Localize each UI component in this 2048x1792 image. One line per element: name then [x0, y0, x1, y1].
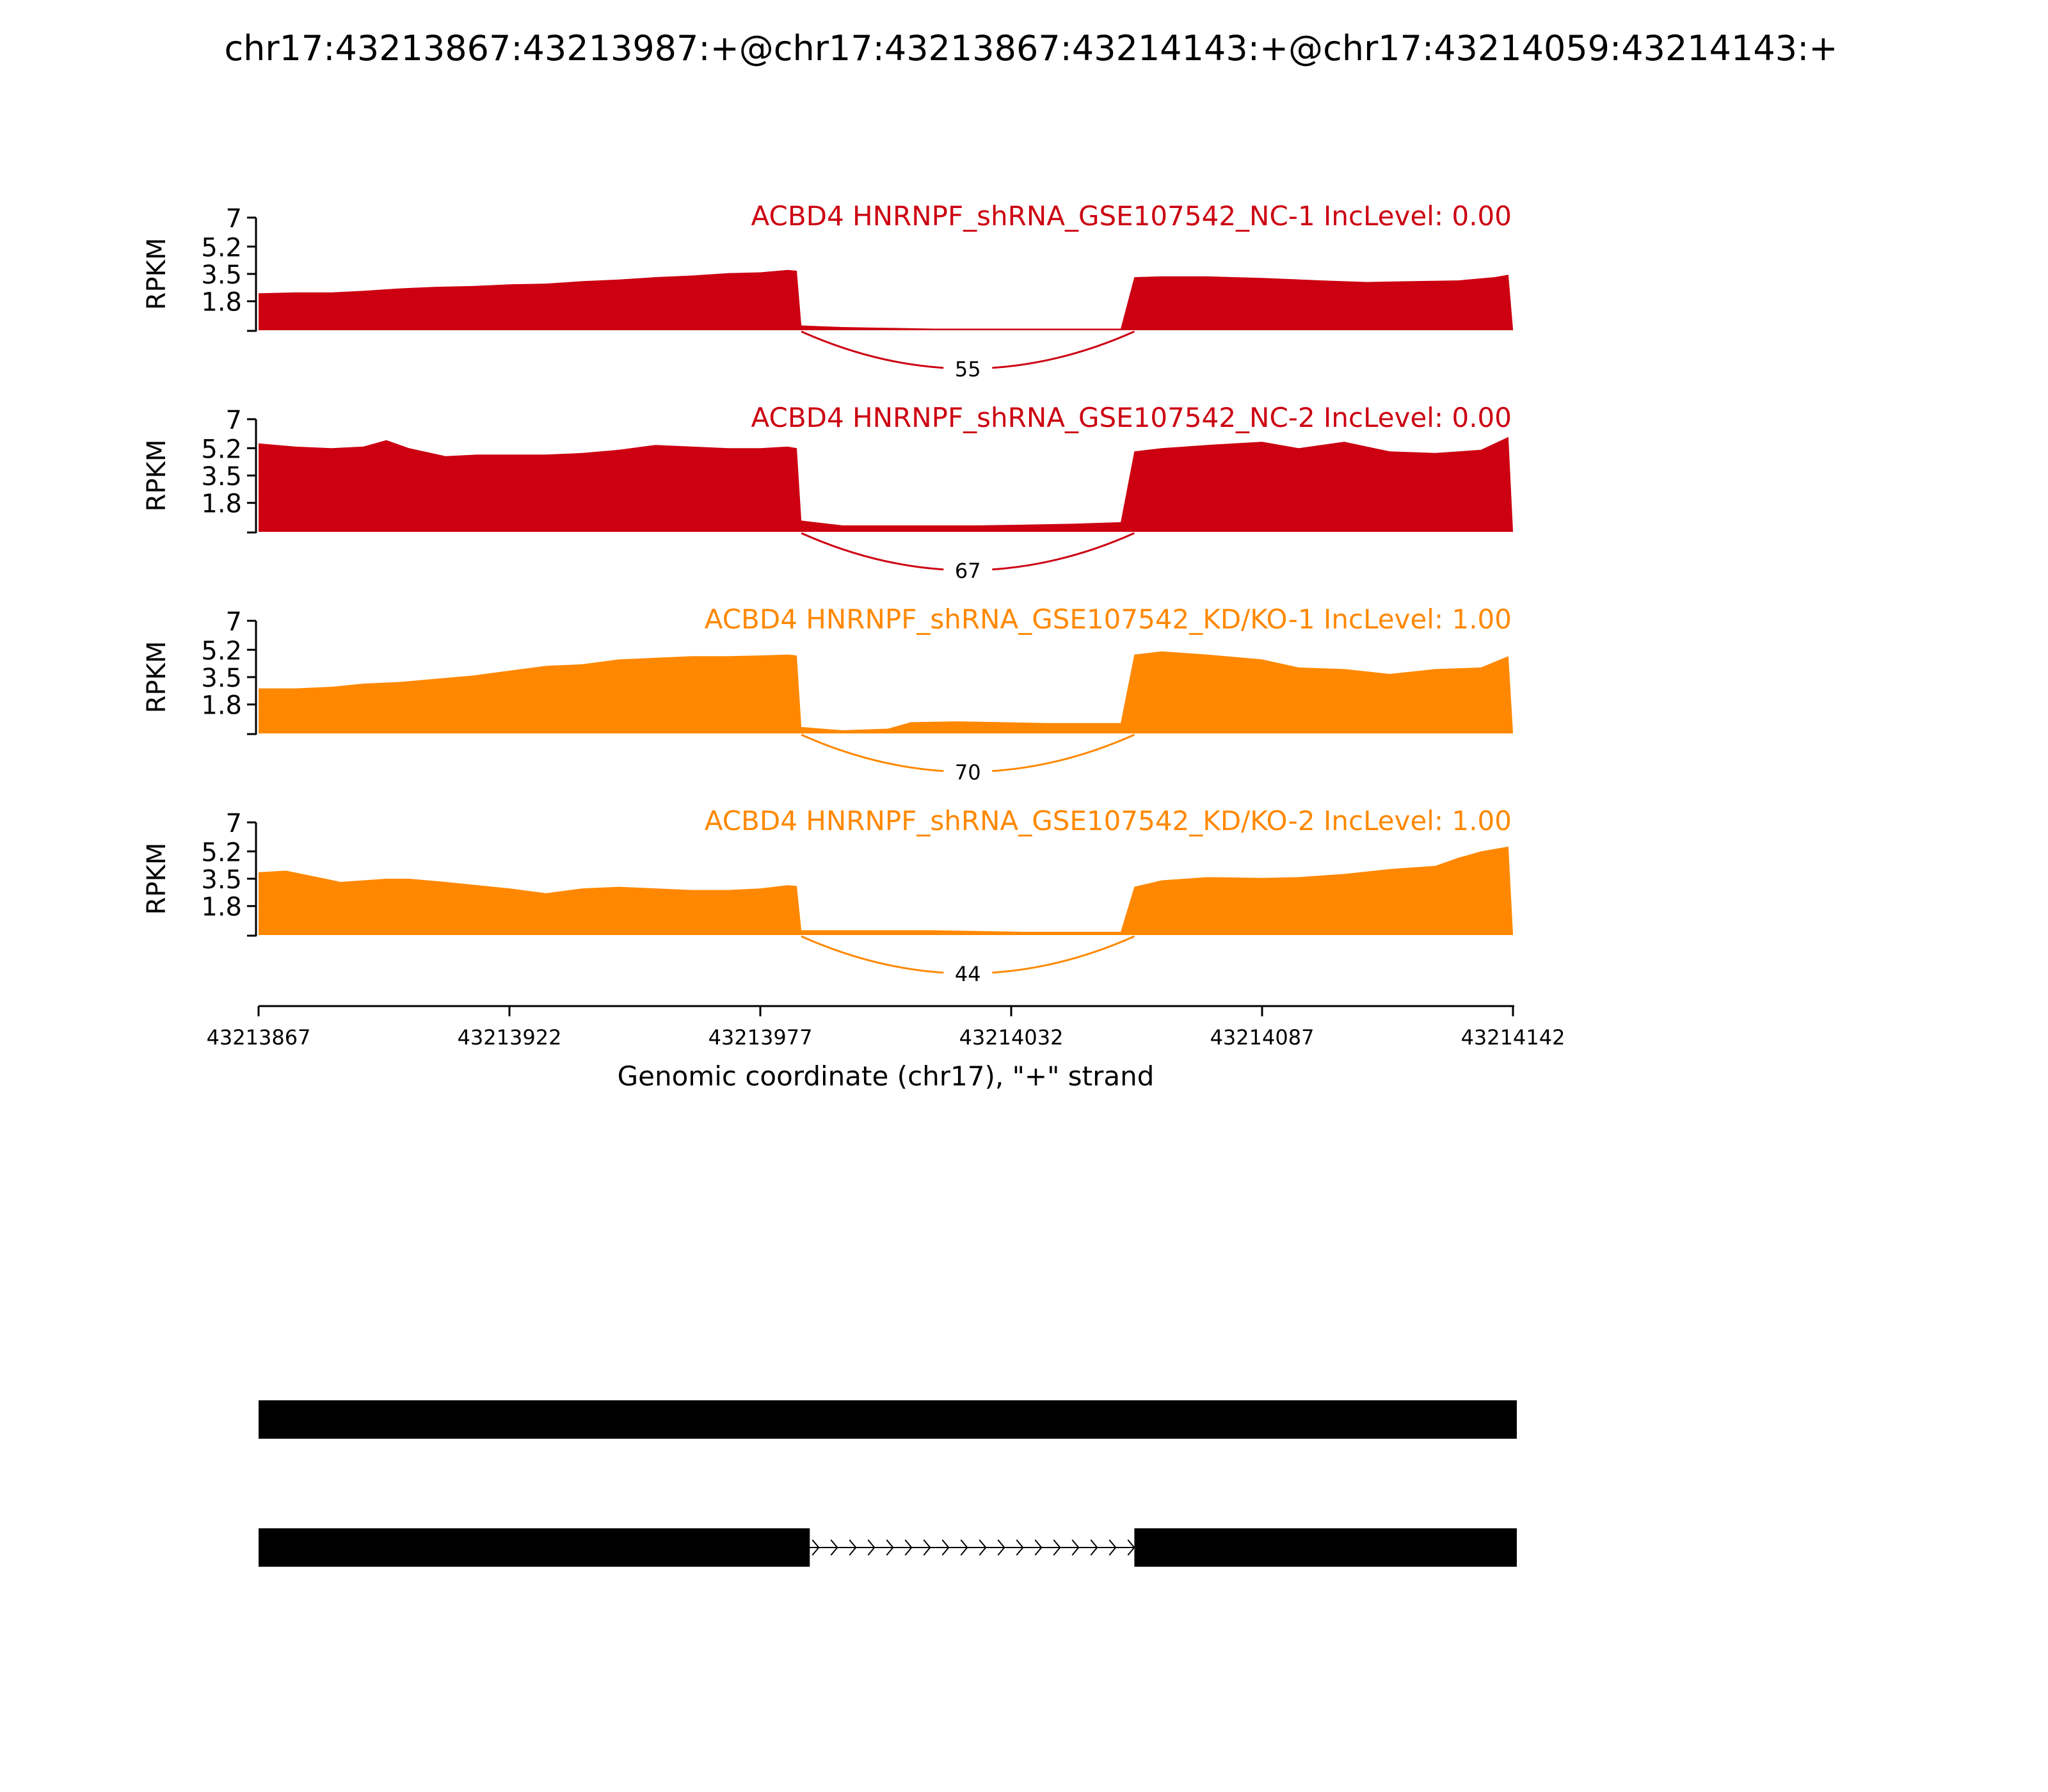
- y-tick-label: 5.2: [201, 435, 242, 464]
- strand-arrow: [1016, 1539, 1024, 1556]
- genomic-x-axis: 43213867 43213922 43213977 43214032 43214087…: [207, 1005, 1565, 1092]
- strand-arrow: [979, 1539, 987, 1556]
- sample-label: ACBD4 HNRNPF_shRNA_GSE107542_NC-2 IncLev…: [751, 402, 1512, 433]
- y-tick-label: 1.8: [201, 288, 242, 317]
- exon-block: [1134, 1528, 1517, 1567]
- x-axis-label: Genomic coordinate (chr17), "+" strand: [618, 1060, 1155, 1092]
- isoform-model: [259, 1400, 1517, 1439]
- coverage-track: 1.83.55.27 RPKM ACBD4 HNRNPF_shRNA_GSE1075…: [142, 200, 1513, 381]
- y-tick-label: 5.2: [201, 636, 242, 666]
- strand-arrow: [812, 1539, 820, 1556]
- coverage-track: 1.83.55.27 RPKM ACBD4 HNRNPF_shRNA_GSE1075…: [142, 402, 1513, 583]
- junction-label-bg: [943, 557, 993, 583]
- y-tick-label: 5.2: [201, 838, 242, 867]
- y-tick-label: 7: [226, 809, 242, 838]
- isoform-models: [259, 1400, 1517, 1567]
- y-tick-label: 7: [226, 204, 242, 234]
- junction-label-bg: [943, 961, 993, 986]
- coverage-track: 1.83.55.27 RPKM ACBD4 HNRNPF_shRNA_GSE1075…: [142, 805, 1513, 986]
- strand-arrow: [886, 1539, 894, 1556]
- exon-block: [259, 1400, 1517, 1439]
- figure-title: chr17:43213867:43213987:+@chr17:43213867…: [224, 28, 1837, 68]
- strand-arrow: [941, 1539, 950, 1556]
- strand-arrow: [904, 1539, 913, 1556]
- strand-arrow: [830, 1539, 838, 1556]
- strand-arrow: [1090, 1539, 1098, 1556]
- strand-arrow: [1108, 1539, 1117, 1556]
- y-axis-label: RPKM: [142, 238, 172, 310]
- exon-block: [259, 1528, 810, 1567]
- coverage-area: [259, 846, 1513, 935]
- strand-arrow: [1071, 1539, 1080, 1556]
- y-tick-label: 3.5: [201, 260, 242, 290]
- y-tick-label: 5.2: [201, 233, 242, 262]
- x-tick-label: 43213867: [207, 1025, 311, 1050]
- strand-arrow: [1053, 1539, 1061, 1556]
- isoform-model: [259, 1528, 1517, 1567]
- sample-label: ACBD4 HNRNPF_shRNA_GSE107542_NC-1 IncLev…: [751, 200, 1512, 232]
- y-axis-label: RPKM: [142, 641, 172, 714]
- y-tick-label: 7: [226, 406, 242, 435]
- strand-arrow: [997, 1539, 1005, 1556]
- sample-label: ACBD4 HNRNPF_shRNA_GSE107542_KD/KO-1 Inc…: [705, 604, 1512, 635]
- x-tick-label: 43213922: [458, 1025, 562, 1050]
- y-axis-label: RPKM: [142, 843, 172, 915]
- sample-label: ACBD4 HNRNPF_shRNA_GSE107542_KD/KO-2 Inc…: [705, 805, 1512, 836]
- junction-label-bg: [943, 759, 993, 785]
- y-tick-label: 1.8: [201, 893, 242, 922]
- coverage-area: [259, 269, 1513, 330]
- x-tick-label: 43213977: [708, 1025, 813, 1050]
- strand-arrow: [867, 1539, 876, 1556]
- y-tick-label: 7: [226, 607, 242, 637]
- strand-arrow: [849, 1539, 857, 1556]
- y-tick-label: 1.8: [201, 490, 242, 519]
- junction-count: 70: [955, 760, 981, 785]
- x-tick-label: 43214142: [1461, 1025, 1565, 1050]
- x-tick-label: 43214087: [1210, 1025, 1315, 1050]
- junction-count: 67: [955, 559, 981, 583]
- y-tick-label: 1.8: [201, 691, 242, 721]
- strand-arrow: [923, 1539, 931, 1556]
- y-axis-label: RPKM: [142, 440, 172, 512]
- junction-label-bg: [943, 356, 993, 381]
- strand-arrow: [1034, 1539, 1043, 1556]
- x-tick-label: 43214032: [959, 1025, 1064, 1050]
- coverage-area: [259, 436, 1513, 532]
- strand-arrow: [1127, 1539, 1135, 1556]
- junction-count: 55: [955, 357, 981, 381]
- strand-arrow: [960, 1539, 968, 1556]
- y-tick-label: 3.5: [201, 865, 242, 895]
- y-tick-label: 3.5: [201, 462, 242, 492]
- y-tick-label: 3.5: [201, 664, 242, 693]
- coverage-area: [259, 651, 1513, 733]
- junction-count: 44: [955, 962, 981, 986]
- coverage-track: 1.83.55.27 RPKM ACBD4 HNRNPF_shRNA_GSE1075…: [142, 604, 1513, 785]
